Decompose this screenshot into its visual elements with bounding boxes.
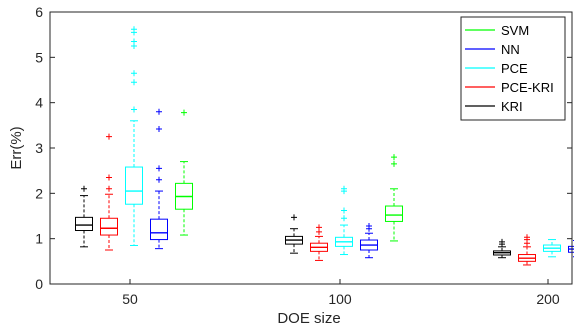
y-tick-label: 5: [35, 49, 43, 65]
outlier-marker: [131, 70, 137, 77]
box-svm-50: [175, 109, 193, 236]
box-pce-50: [125, 26, 143, 246]
legend-entry-pce-kri: PCE-KRI: [465, 80, 554, 95]
x-tick-label: 200: [536, 291, 560, 307]
legend-entry-pce: PCE: [465, 61, 528, 76]
outlier-marker: [316, 224, 322, 231]
box-iqr: [125, 166, 143, 205]
x-axis-label: DOE size: [277, 310, 340, 327]
outlier-marker: [106, 185, 112, 192]
outlier-marker: [131, 26, 137, 33]
outlier-marker: [106, 174, 112, 181]
y-tick-label: 4: [35, 95, 43, 111]
outlier-marker: [156, 108, 162, 115]
outlier-marker: [131, 79, 137, 86]
box-pce-100: [335, 185, 353, 256]
y-tick-label: 0: [35, 276, 43, 292]
box-pce-200: [543, 239, 561, 258]
y-tick-label: 6: [35, 4, 43, 20]
outlier-marker: [391, 160, 397, 167]
y-tick-label: 1: [35, 231, 43, 247]
outlier-marker: [156, 165, 162, 172]
box-pce-kri-200: [518, 234, 536, 266]
outlier-marker: [81, 185, 87, 192]
outlier-marker: [341, 215, 347, 222]
box-iqr: [150, 218, 168, 241]
x-tick-label: 50: [122, 291, 138, 307]
outlier-marker: [391, 154, 397, 161]
box-iqr: [100, 217, 118, 236]
legend-entry-svm: SVM: [465, 23, 529, 38]
legend-label: NN: [501, 42, 520, 57]
axes: 0 1 2 3 4 5 6 50 100 200: [35, 4, 573, 307]
legend-entry-kri: KRI: [465, 99, 523, 114]
box-iqr: [75, 216, 93, 232]
legend-label: SVM: [501, 23, 529, 38]
legend: SVM NN PCE PCE-KRI KRI: [460, 16, 566, 121]
box-nn-200: [568, 239, 574, 258]
x-tick-label: 100: [328, 291, 352, 307]
outlier-marker: [341, 207, 347, 214]
box-svm-100: [385, 154, 403, 242]
box-nn-50: [150, 108, 168, 250]
outlier-marker: [131, 38, 137, 45]
outlier-marker: [366, 222, 372, 229]
outlier-marker: [291, 214, 297, 221]
box-pce-kri-100: [310, 224, 328, 261]
legend-label: PCE-KRI: [501, 80, 554, 95]
plot-area: [75, 26, 574, 266]
y-axis-label: Err(%): [8, 126, 25, 169]
box-iqr: [385, 205, 403, 222]
legend-label: PCE: [501, 61, 528, 76]
outlier-marker: [499, 238, 505, 245]
legend-entry-nn: NN: [465, 42, 520, 57]
outlier-marker: [341, 185, 347, 192]
box-nn-100: [360, 222, 378, 259]
outlier-marker: [106, 133, 112, 140]
box-kri-100: [285, 214, 303, 254]
outlier-marker: [131, 106, 137, 113]
outlier-marker: [156, 176, 162, 183]
box-kri-200: [493, 238, 511, 259]
box-kri-50: [75, 185, 93, 248]
legend-label: KRI: [501, 99, 523, 114]
outlier-marker: [524, 234, 530, 241]
outlier-marker: [181, 109, 187, 116]
y-tick-label: 2: [35, 185, 43, 201]
box-pce-kri-50: [100, 133, 118, 251]
outlier-marker: [156, 125, 162, 132]
y-tick-label: 3: [35, 140, 43, 156]
